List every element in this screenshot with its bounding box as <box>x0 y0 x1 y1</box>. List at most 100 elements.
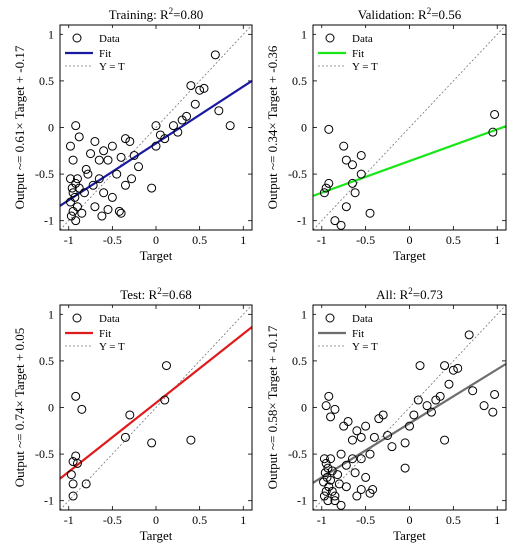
y-tick-label: 0.5 <box>39 74 54 88</box>
data-point <box>125 410 135 420</box>
data-point <box>448 365 458 375</box>
data-point <box>65 141 75 151</box>
data-point <box>72 174 82 184</box>
y-tick-label: 1 <box>48 27 54 41</box>
data-point <box>330 491 340 501</box>
x-tick-label: 1 <box>494 513 500 527</box>
data-point <box>356 169 366 179</box>
y-tick-label: 0.5 <box>292 354 307 368</box>
data-point <box>326 475 336 485</box>
data-point <box>195 85 205 95</box>
data-point <box>68 457 78 467</box>
data-point <box>339 421 349 431</box>
legend-label: Data <box>352 33 373 45</box>
data-point <box>321 486 331 496</box>
data-point <box>186 435 196 445</box>
data-point <box>365 208 375 218</box>
data-point <box>182 111 192 121</box>
x-tick-label: 0 <box>153 233 159 247</box>
data-point <box>356 454 366 464</box>
data-point <box>341 460 351 470</box>
x-tick-label: 0.5 <box>446 233 461 247</box>
chart-panel-4: All: R2=0.73 -1 -0.5 0 0.5 1 -1 -0.5 0 0.5 1 Target… <box>265 286 507 543</box>
chart-title: All: R2=0.73 <box>376 286 443 302</box>
data-point <box>120 134 130 144</box>
data-point <box>151 121 161 131</box>
data-point <box>127 174 137 184</box>
plot-area <box>60 25 252 230</box>
data-point <box>341 155 351 165</box>
data-point <box>107 141 117 151</box>
data-point <box>74 183 84 193</box>
chart-panel-1: Training: R2=0.80 -1 -0.5 0 0.5 1 -1 -0.5 0 0.5 1 T… <box>12 6 253 263</box>
data-point <box>160 395 170 405</box>
data-point <box>147 438 157 448</box>
data-point <box>68 479 78 489</box>
data-point <box>83 169 93 179</box>
legend-label: Y = T <box>352 61 378 73</box>
data-point <box>365 449 375 459</box>
data-point <box>323 496 333 506</box>
chart-title: Test: R2=0.68 <box>120 286 192 302</box>
data-point <box>453 363 463 373</box>
legend-data-marker <box>325 313 335 323</box>
data-point <box>324 391 334 401</box>
data-point <box>468 386 478 396</box>
data-point <box>74 132 84 142</box>
data-point <box>71 391 81 401</box>
y-tick-label: 0.5 <box>39 354 54 368</box>
data-point <box>409 410 419 420</box>
data-point <box>356 150 366 160</box>
data-point <box>129 150 139 160</box>
plot-area <box>60 305 252 510</box>
data-point <box>368 485 378 494</box>
data-point <box>94 155 104 165</box>
data-point <box>120 180 130 190</box>
data-point <box>330 216 340 226</box>
data-point <box>77 404 87 414</box>
data-point <box>68 491 78 501</box>
data-point <box>225 121 235 131</box>
data-point <box>81 479 91 489</box>
data-point <box>336 500 346 510</box>
x-axis-label: Target <box>140 248 173 263</box>
data-point <box>71 121 81 131</box>
data-point <box>361 472 371 482</box>
data-point <box>321 401 331 411</box>
x-tick-label: 0.5 <box>192 233 207 247</box>
x-tick-label: -1 <box>317 233 327 247</box>
data-point <box>464 330 474 340</box>
x-tick-label: -1 <box>64 233 74 247</box>
data-point <box>99 146 109 156</box>
data-point <box>67 183 77 193</box>
y-tick-label: -1 <box>297 494 307 508</box>
data-point <box>490 109 500 119</box>
x-tick-label: 1 <box>240 513 246 527</box>
data-point <box>103 155 113 165</box>
data-point <box>352 491 362 501</box>
data-point <box>103 205 113 214</box>
y-tick-label: 0 <box>301 401 307 415</box>
data-point <box>90 202 100 212</box>
x-tick-label: 1 <box>240 233 246 247</box>
data-point <box>383 430 393 440</box>
data-point <box>77 208 87 218</box>
data-point <box>326 454 336 464</box>
data-point <box>120 432 130 442</box>
data-point <box>151 141 161 151</box>
data-point <box>161 361 171 371</box>
data-point <box>435 391 445 401</box>
legend-label: Y = T <box>352 341 378 353</box>
axes-frame <box>59 24 253 231</box>
data-point <box>319 188 329 198</box>
data-point <box>415 361 425 371</box>
legend-label: Fit <box>352 328 364 340</box>
identity-line <box>60 305 252 510</box>
fit-line <box>60 79 252 207</box>
y-tick-label: 0 <box>301 121 307 135</box>
data-point <box>147 183 157 193</box>
data-point <box>68 188 78 198</box>
